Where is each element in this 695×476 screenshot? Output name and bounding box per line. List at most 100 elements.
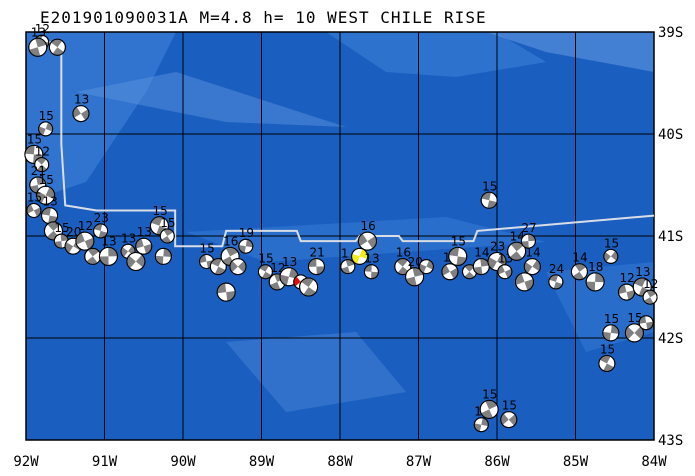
focal-mechanism[interactable]: 24	[548, 262, 564, 290]
compression-quadrant	[60, 234, 69, 242]
compression-quadrant	[449, 267, 458, 279]
beachball-outline	[34, 157, 50, 173]
compression-quadrant	[45, 187, 55, 200]
focal-mechanism[interactable]	[638, 315, 654, 331]
compression-quadrant	[238, 245, 246, 254]
focal-mechanism[interactable]: 16	[357, 219, 377, 251]
focal-mechanism[interactable]: 12	[34, 145, 50, 173]
compression-quadrant	[367, 236, 377, 249]
compression-quadrant	[480, 258, 490, 267]
depth-label: 15	[482, 179, 497, 193]
focal-mechanism[interactable]: 15	[500, 399, 518, 429]
focal-mechanism[interactable]: 13	[98, 234, 118, 266]
beachball-outline	[624, 323, 644, 343]
focal-mechanism[interactable]: 15	[36, 173, 56, 205]
compression-quadrant	[80, 109, 89, 121]
focal-mechanism[interactable]	[216, 282, 236, 302]
depth-label: 13	[43, 195, 58, 209]
depth-label: 14	[572, 251, 587, 265]
focal-mechanism[interactable]: 15	[602, 312, 620, 342]
focal-mechanism[interactable]: 14	[523, 246, 541, 276]
compression-quadrant	[508, 414, 517, 426]
focal-mechanism[interactable]: 15	[26, 191, 42, 218]
depth-label: 15	[451, 234, 466, 248]
latitude-tick-label: 40S	[658, 127, 683, 143]
focal-mechanism[interactable]: 13	[28, 25, 48, 57]
beachball-outline	[473, 417, 489, 433]
compression-quadrant	[279, 274, 289, 286]
focal-mechanism[interactable]: 15	[448, 234, 468, 266]
depth-label: 23	[94, 211, 109, 225]
focal-mechanism[interactable]: 15	[480, 179, 498, 209]
compression-quadrant	[229, 260, 238, 273]
compression-quadrant	[199, 254, 207, 263]
compression-quadrant	[245, 239, 253, 248]
compression-quadrant	[487, 200, 497, 209]
focal-mechanism[interactable]: 12	[642, 277, 658, 305]
focal-mechanism[interactable]	[229, 258, 247, 276]
focal-mechanism[interactable]	[126, 252, 146, 271]
focal-mechanism[interactable]: 13	[135, 225, 153, 255]
depth-label: 21	[31, 164, 46, 178]
beachball-outline	[418, 259, 434, 275]
focal-mechanism[interactable]: 15	[603, 236, 619, 264]
depth-label: 16	[223, 234, 238, 248]
current-event-mechanism[interactable]	[351, 247, 369, 265]
beachball-outline	[159, 228, 175, 244]
focal-mechanism[interactable]	[514, 272, 534, 292]
focal-mechanism[interactable]: 13	[41, 195, 59, 225]
beachball-outline	[98, 246, 118, 266]
compression-quadrant	[500, 413, 509, 425]
compression-quadrant	[288, 268, 298, 279]
focal-mechanism[interactable]: 21	[307, 246, 325, 276]
compression-quadrant	[155, 255, 164, 265]
focal-mechanism[interactable]: 16	[220, 234, 240, 266]
focal-mechanism[interactable]	[154, 247, 172, 265]
focal-mechanism[interactable]: 13	[72, 93, 90, 123]
depth-label: 16	[396, 246, 411, 260]
beachball-outline	[209, 258, 227, 276]
focal-mechanism[interactable]	[209, 258, 227, 276]
compression-quadrant	[52, 47, 64, 56]
focal-mechanism[interactable]: 15	[257, 252, 274, 280]
compression-quadrant	[163, 229, 174, 236]
depth-label: 15	[604, 236, 619, 250]
focal-mechanism[interactable]: 15	[598, 343, 616, 372]
focal-mechanism[interactable]: 1	[473, 405, 489, 433]
beachball-outline	[72, 105, 90, 123]
compression-quadrant	[481, 192, 491, 201]
compression-quadrant	[644, 297, 654, 305]
compression-quadrant	[603, 363, 614, 372]
compression-quadrant	[163, 248, 172, 257]
compression-quadrant	[586, 281, 596, 291]
focal-mechanism[interactable]	[299, 277, 319, 297]
compression-quadrant	[37, 164, 47, 172]
depth-label: 1	[341, 247, 349, 261]
focal-mechanism[interactable]: 19	[238, 226, 254, 254]
focal-mechanism[interactable]: 15	[479, 387, 499, 419]
focal-mechanism[interactable]: 1	[340, 247, 356, 275]
focal-mechanism[interactable]: 23	[93, 211, 109, 239]
focal-mechanism[interactable]	[84, 247, 102, 265]
focal-mechanism[interactable]: 15	[38, 109, 54, 137]
beachball-outline	[28, 37, 48, 57]
focal-mechanism[interactable]: 15	[159, 216, 176, 244]
focal-mechanism[interactable]	[418, 259, 434, 275]
focal-mechanism[interactable]	[48, 38, 66, 56]
beachball-outline	[299, 277, 319, 297]
focal-mechanism[interactable]: 27	[520, 221, 537, 249]
compression-quadrant	[226, 291, 236, 302]
focal-mechanism[interactable]: 14	[570, 251, 588, 281]
focal-mechanism[interactable]: 18	[585, 260, 605, 292]
beachball-outline	[394, 258, 412, 276]
beachball-outline	[570, 263, 588, 281]
focal-mechanism[interactable]: 12	[618, 271, 636, 301]
beachball-outline	[548, 274, 564, 290]
compression-quadrant	[441, 264, 450, 276]
compression-quadrant	[603, 251, 611, 262]
compression-quadrant	[36, 191, 46, 204]
focal-mechanism[interactable]: 12	[75, 219, 95, 251]
beachball-outline	[38, 121, 54, 137]
compression-quadrant	[72, 106, 81, 118]
focal-mechanism[interactable]: 13	[363, 252, 380, 280]
